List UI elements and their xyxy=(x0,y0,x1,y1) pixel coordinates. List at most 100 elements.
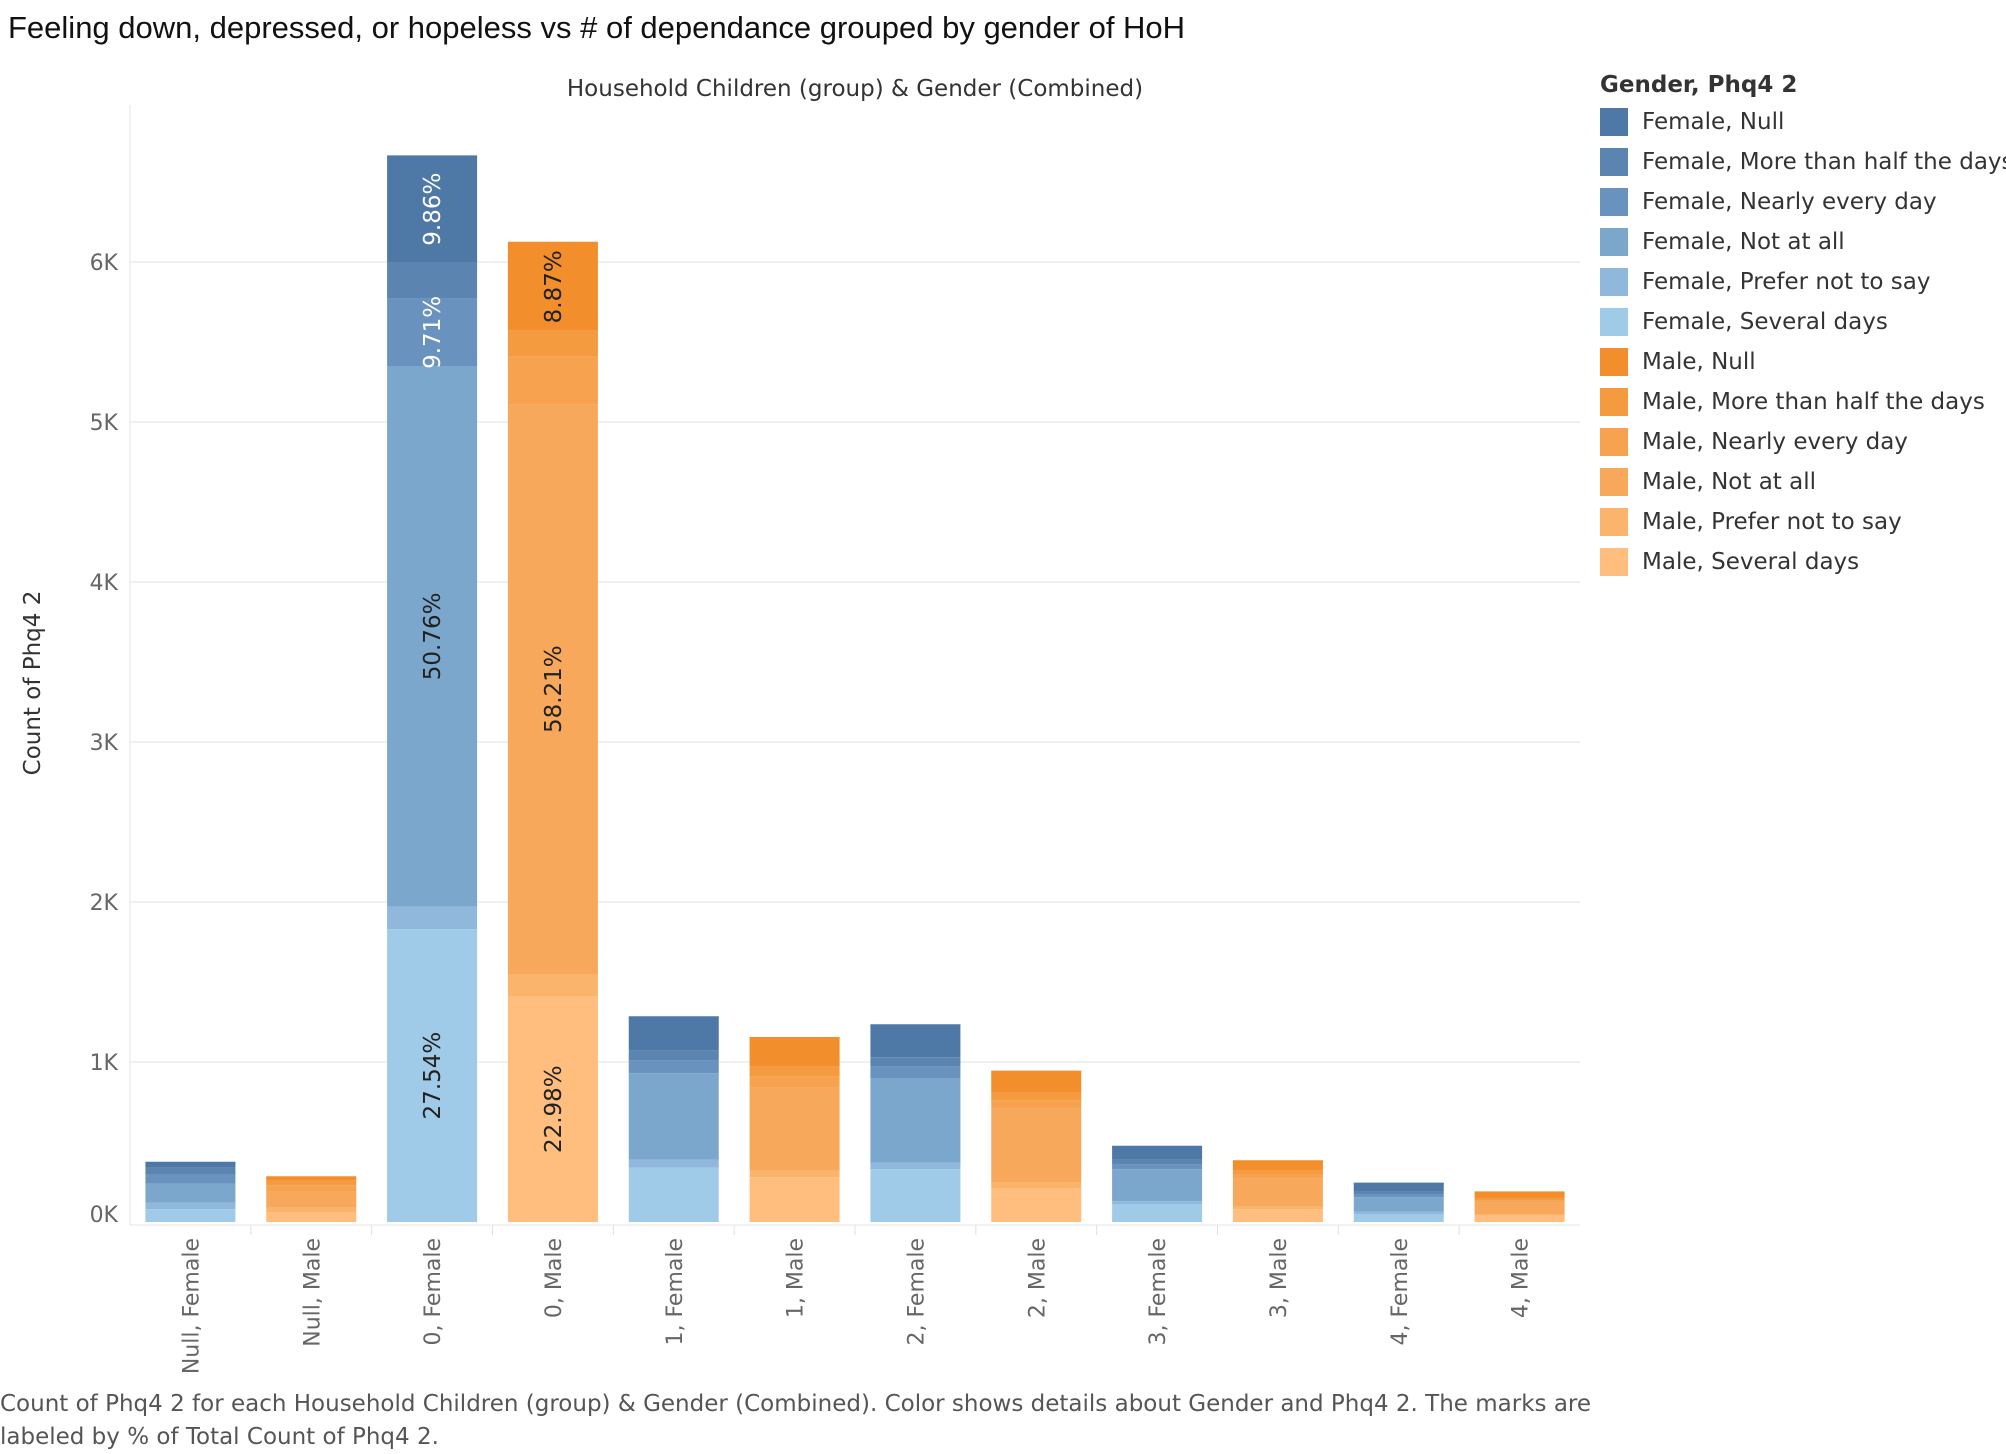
bar-segment[interactable] xyxy=(1232,1209,1323,1222)
bar-segment[interactable] xyxy=(145,1183,236,1203)
legend-item[interactable]: Male, More than half the days xyxy=(1600,382,2000,422)
bar-segment[interactable] xyxy=(387,906,478,930)
bar-segment[interactable] xyxy=(1232,1178,1323,1206)
bar-segment[interactable] xyxy=(628,1073,719,1160)
bar-segment[interactable] xyxy=(628,1167,719,1222)
bar-segment[interactable] xyxy=(628,1050,719,1061)
legend-item[interactable]: Male, Nearly every day xyxy=(1600,422,2000,462)
bar-segment[interactable] xyxy=(145,1167,236,1174)
y-tick-label: 1K xyxy=(90,1051,119,1076)
bar-segment[interactable] xyxy=(1474,1215,1565,1222)
bar-segment[interactable] xyxy=(507,242,598,331)
bar-segment[interactable] xyxy=(991,1092,1082,1101)
bar-segment[interactable] xyxy=(1353,1183,1444,1192)
legend-swatch xyxy=(1600,388,1628,416)
bar-segment[interactable] xyxy=(1112,1164,1203,1170)
legend-item[interactable]: Female, Null xyxy=(1600,102,2000,142)
bar-segment[interactable] xyxy=(1353,1194,1444,1198)
bar-segment[interactable] xyxy=(145,1202,236,1210)
bar-segment[interactable] xyxy=(1474,1200,1565,1203)
legend-label: Female, Nearly every day xyxy=(1642,189,1937,215)
bar-segment[interactable] xyxy=(1353,1197,1444,1212)
bar-segment[interactable] xyxy=(266,1177,357,1181)
x-tick-label: Null, Male xyxy=(300,1238,325,1347)
legend-item[interactable]: Male, Several days xyxy=(1600,542,2000,582)
bar-segment[interactable] xyxy=(145,1209,236,1222)
bar-segment[interactable] xyxy=(387,262,478,299)
legend-item[interactable]: Female, Not at all xyxy=(1600,222,2000,262)
bar-segment[interactable] xyxy=(749,1087,840,1171)
data-label: 9.86% xyxy=(420,173,446,246)
bar-segment[interactable] xyxy=(870,1066,961,1078)
bar-segment[interactable] xyxy=(145,1162,236,1168)
bar-segment[interactable] xyxy=(266,1212,357,1222)
bar-segment[interactable] xyxy=(991,1108,1082,1182)
legend-swatch xyxy=(1600,228,1628,256)
bar-segment[interactable] xyxy=(1112,1146,1203,1160)
bar-segment[interactable] xyxy=(1232,1206,1323,1210)
gridlines xyxy=(130,261,1580,1063)
bar-segment[interactable] xyxy=(870,1169,961,1222)
bar-segment[interactable] xyxy=(1232,1174,1323,1179)
bar-segment[interactable] xyxy=(507,996,598,1222)
bar-segment[interactable] xyxy=(507,974,598,997)
bar-segment[interactable] xyxy=(749,1038,840,1067)
bar-segment[interactable] xyxy=(387,156,478,262)
bar-segment[interactable] xyxy=(1474,1202,1565,1214)
legend-item[interactable]: Female, Nearly every day xyxy=(1600,182,2000,222)
legend-item[interactable]: Male, Not at all xyxy=(1600,462,2000,502)
bar-segment[interactable] xyxy=(1353,1211,1444,1214)
legend-item[interactable]: Male, Prefer not to say xyxy=(1600,502,2000,542)
bar-segment[interactable] xyxy=(507,356,598,405)
bar-segment[interactable] xyxy=(1112,1169,1203,1202)
bar-segment[interactable] xyxy=(507,404,598,974)
legend-label: Female, Not at all xyxy=(1642,229,1845,255)
bar-segment[interactable] xyxy=(870,1025,961,1058)
bar-segment[interactable] xyxy=(870,1078,961,1163)
bar-segment[interactable] xyxy=(1232,1161,1323,1171)
legend-label: Male, Nearly every day xyxy=(1642,429,1908,455)
bar-segment[interactable] xyxy=(266,1180,357,1186)
bar-segment[interactable] xyxy=(628,1017,719,1051)
legend-item[interactable]: Male, Null xyxy=(1600,342,2000,382)
bar-segment[interactable] xyxy=(749,1170,840,1178)
bar-segment[interactable] xyxy=(991,1182,1082,1189)
x-tick-label: 4, Female xyxy=(1388,1238,1413,1346)
bar-segment[interactable] xyxy=(1112,1204,1203,1222)
x-tick-label: 1, Female xyxy=(663,1238,688,1346)
bar-segment[interactable] xyxy=(749,1076,840,1088)
bar-segment[interactable] xyxy=(266,1191,357,1208)
bar-segment[interactable] xyxy=(991,1100,1082,1109)
chart-caption: Count of Phq4 2 for each Household Child… xyxy=(0,1391,1592,1450)
bar-segment[interactable] xyxy=(749,1066,840,1077)
bar-segment[interactable] xyxy=(387,929,478,1222)
bar-segment[interactable] xyxy=(870,1057,961,1067)
bar-segment[interactable] xyxy=(1474,1192,1565,1199)
bar-segment[interactable] xyxy=(1474,1198,1565,1201)
bar-segment[interactable] xyxy=(266,1207,357,1213)
legend-item[interactable]: Female, More than half the days xyxy=(1600,142,2006,182)
bar-segment[interactable] xyxy=(507,330,598,357)
bar-segment[interactable] xyxy=(1112,1159,1203,1165)
bar-segment[interactable] xyxy=(266,1185,357,1192)
bar-segment[interactable] xyxy=(387,298,478,366)
bar-segment[interactable] xyxy=(991,1071,1082,1093)
bar-segment[interactable] xyxy=(1353,1214,1444,1222)
legend-item[interactable]: Female, Several days xyxy=(1600,302,2000,342)
legend-label: Male, Not at all xyxy=(1642,469,1817,495)
bar-segment[interactable] xyxy=(1353,1191,1444,1194)
bar-segment[interactable] xyxy=(1474,1214,1565,1216)
bar-segment[interactable] xyxy=(145,1174,236,1184)
legend-swatch xyxy=(1600,428,1628,456)
bar-segment[interactable] xyxy=(1232,1170,1323,1174)
bar-segment[interactable] xyxy=(991,1188,1082,1222)
bar-segment[interactable] xyxy=(628,1060,719,1074)
bar-segment[interactable] xyxy=(628,1159,719,1168)
legend-item[interactable]: Female, Prefer not to say xyxy=(1600,262,2000,302)
bar-segment[interactable] xyxy=(749,1177,840,1222)
bar-segment[interactable] xyxy=(870,1162,961,1170)
legend-swatch xyxy=(1600,508,1628,536)
legend-swatch xyxy=(1600,108,1628,136)
bar-segment[interactable] xyxy=(1112,1201,1203,1205)
bar-segment[interactable] xyxy=(387,366,478,907)
